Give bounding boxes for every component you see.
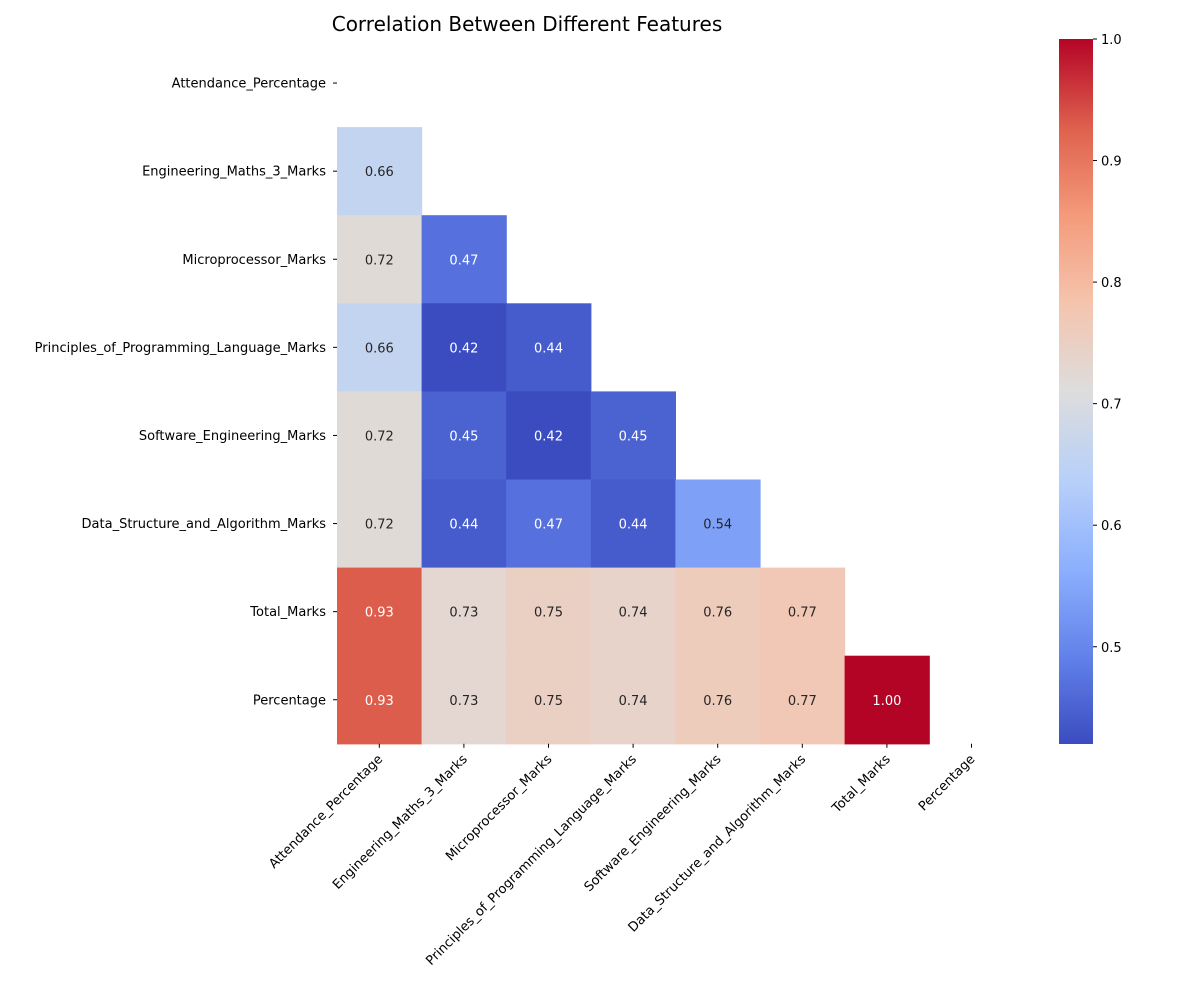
- cell-value-label: 0.44: [449, 518, 478, 533]
- heatmap-cell: [337, 127, 423, 216]
- heatmap-cell: [337, 655, 423, 745]
- colorbar-ticks: 0.5 0.6 0.7 0.8 0.9 1.0: [1093, 33, 1122, 656]
- heatmap-cell: [421, 567, 507, 657]
- cell-value-label: 0.77: [788, 606, 817, 621]
- heatmap-cell: [337, 567, 423, 657]
- y-tick-label: Total_Marks: [249, 605, 326, 620]
- colorbar-tick-label: 1.0: [1101, 33, 1122, 48]
- cell-value-label: 0.74: [619, 606, 648, 621]
- y-tick-label: Microprocessor_Marks: [182, 253, 326, 268]
- y-tick-label: Software_Engineering_Marks: [139, 429, 326, 444]
- colorbar-tick-label: 0.6: [1101, 519, 1122, 534]
- cell-value-label: 1.00: [872, 694, 901, 709]
- cell-value-label: 0.66: [365, 165, 394, 180]
- heatmap-cell: [760, 567, 846, 657]
- heatmap-cell: [590, 567, 676, 657]
- cell-value-label: 0.93: [365, 606, 394, 621]
- y-tick-label: Engineering_Maths_3_Marks: [142, 165, 326, 180]
- heatmap-cell: [421, 215, 507, 304]
- cell-value-label: 0.44: [534, 341, 563, 356]
- cell-value-label: 0.76: [703, 606, 732, 621]
- heatmap-cell: [421, 655, 507, 745]
- colorbar-gradient: [1059, 39, 1093, 744]
- heatmap-cell: [760, 655, 846, 745]
- cell-value-label: 0.75: [534, 606, 563, 621]
- cell-value-label: 0.72: [365, 253, 394, 268]
- heatmap-cell: [590, 655, 676, 745]
- heatmap-cell: [337, 479, 423, 569]
- heatmap-cell: [337, 391, 423, 481]
- cell-value-label: 0.93: [365, 694, 394, 709]
- y-tick-label: Data_Structure_and_Algorithm_Marks: [82, 517, 327, 532]
- heatmap-cell: [421, 391, 507, 481]
- y-tick-label: Percentage: [253, 693, 326, 708]
- heatmap-cell: [590, 391, 676, 481]
- heatmap-cell: [506, 479, 592, 569]
- cell-value-label: 0.42: [449, 341, 478, 356]
- heatmap-cell: [675, 655, 761, 745]
- cell-value-label: 0.47: [534, 518, 563, 533]
- heatmap-cell: [337, 215, 423, 304]
- cell-value-label: 0.44: [619, 518, 648, 533]
- colorbar-tick-label: 0.5: [1101, 641, 1122, 656]
- cell-value-label: 0.54: [703, 518, 732, 533]
- heatmap-cell-labels: 0.66 0.72 0.47 0.66 0.42 0.44 0.72 0.45 0.42 0.45…: [365, 165, 902, 709]
- cell-value-label: 0.45: [619, 429, 648, 444]
- colorbar-tick-label: 0.9: [1101, 155, 1122, 170]
- cell-value-label: 0.42: [534, 429, 563, 444]
- cell-value-label: 0.73: [449, 606, 478, 621]
- cell-value-label: 0.72: [365, 429, 394, 444]
- cell-value-label: 0.72: [365, 518, 394, 533]
- heatmap-cell: [506, 391, 592, 481]
- heatmap-cell: [675, 567, 761, 657]
- y-tick-label: Principles_of_Programming_Language_Marks: [35, 341, 327, 356]
- heatmap-cell: [421, 479, 507, 569]
- cell-value-label: 0.45: [449, 429, 478, 444]
- cell-value-label: 0.77: [788, 694, 817, 709]
- heatmap-cell: [421, 303, 507, 392]
- heatmap-cell: [337, 303, 423, 392]
- y-axis: Attendance_Percentage Engineering_Maths_3…: [35, 77, 337, 708]
- heatmap-cell: [506, 655, 592, 745]
- heatmap-cell: [590, 479, 676, 569]
- y-tick-label: Attendance_Percentage: [172, 77, 326, 92]
- heatmap-cell: [506, 303, 592, 392]
- chart-title: Correlation Between Different Features: [332, 12, 723, 36]
- cell-value-label: 0.66: [365, 341, 394, 356]
- colorbar-tick-label: 0.8: [1101, 276, 1122, 291]
- heatmap-cell: [844, 655, 930, 745]
- cell-value-label: 0.73: [449, 694, 478, 709]
- heatmap-cells: [337, 127, 930, 745]
- cell-value-label: 0.47: [449, 253, 478, 268]
- cell-value-label: 0.75: [534, 694, 563, 709]
- colorbar-tick-label: 0.7: [1101, 398, 1122, 413]
- colorbar: 0.5 0.6 0.7 0.8 0.9 1.0: [1059, 33, 1122, 744]
- heatmap-cell: [675, 479, 761, 569]
- heatmap-cell: [506, 567, 592, 657]
- cell-value-label: 0.76: [703, 694, 732, 709]
- cell-value-label: 0.74: [619, 694, 648, 709]
